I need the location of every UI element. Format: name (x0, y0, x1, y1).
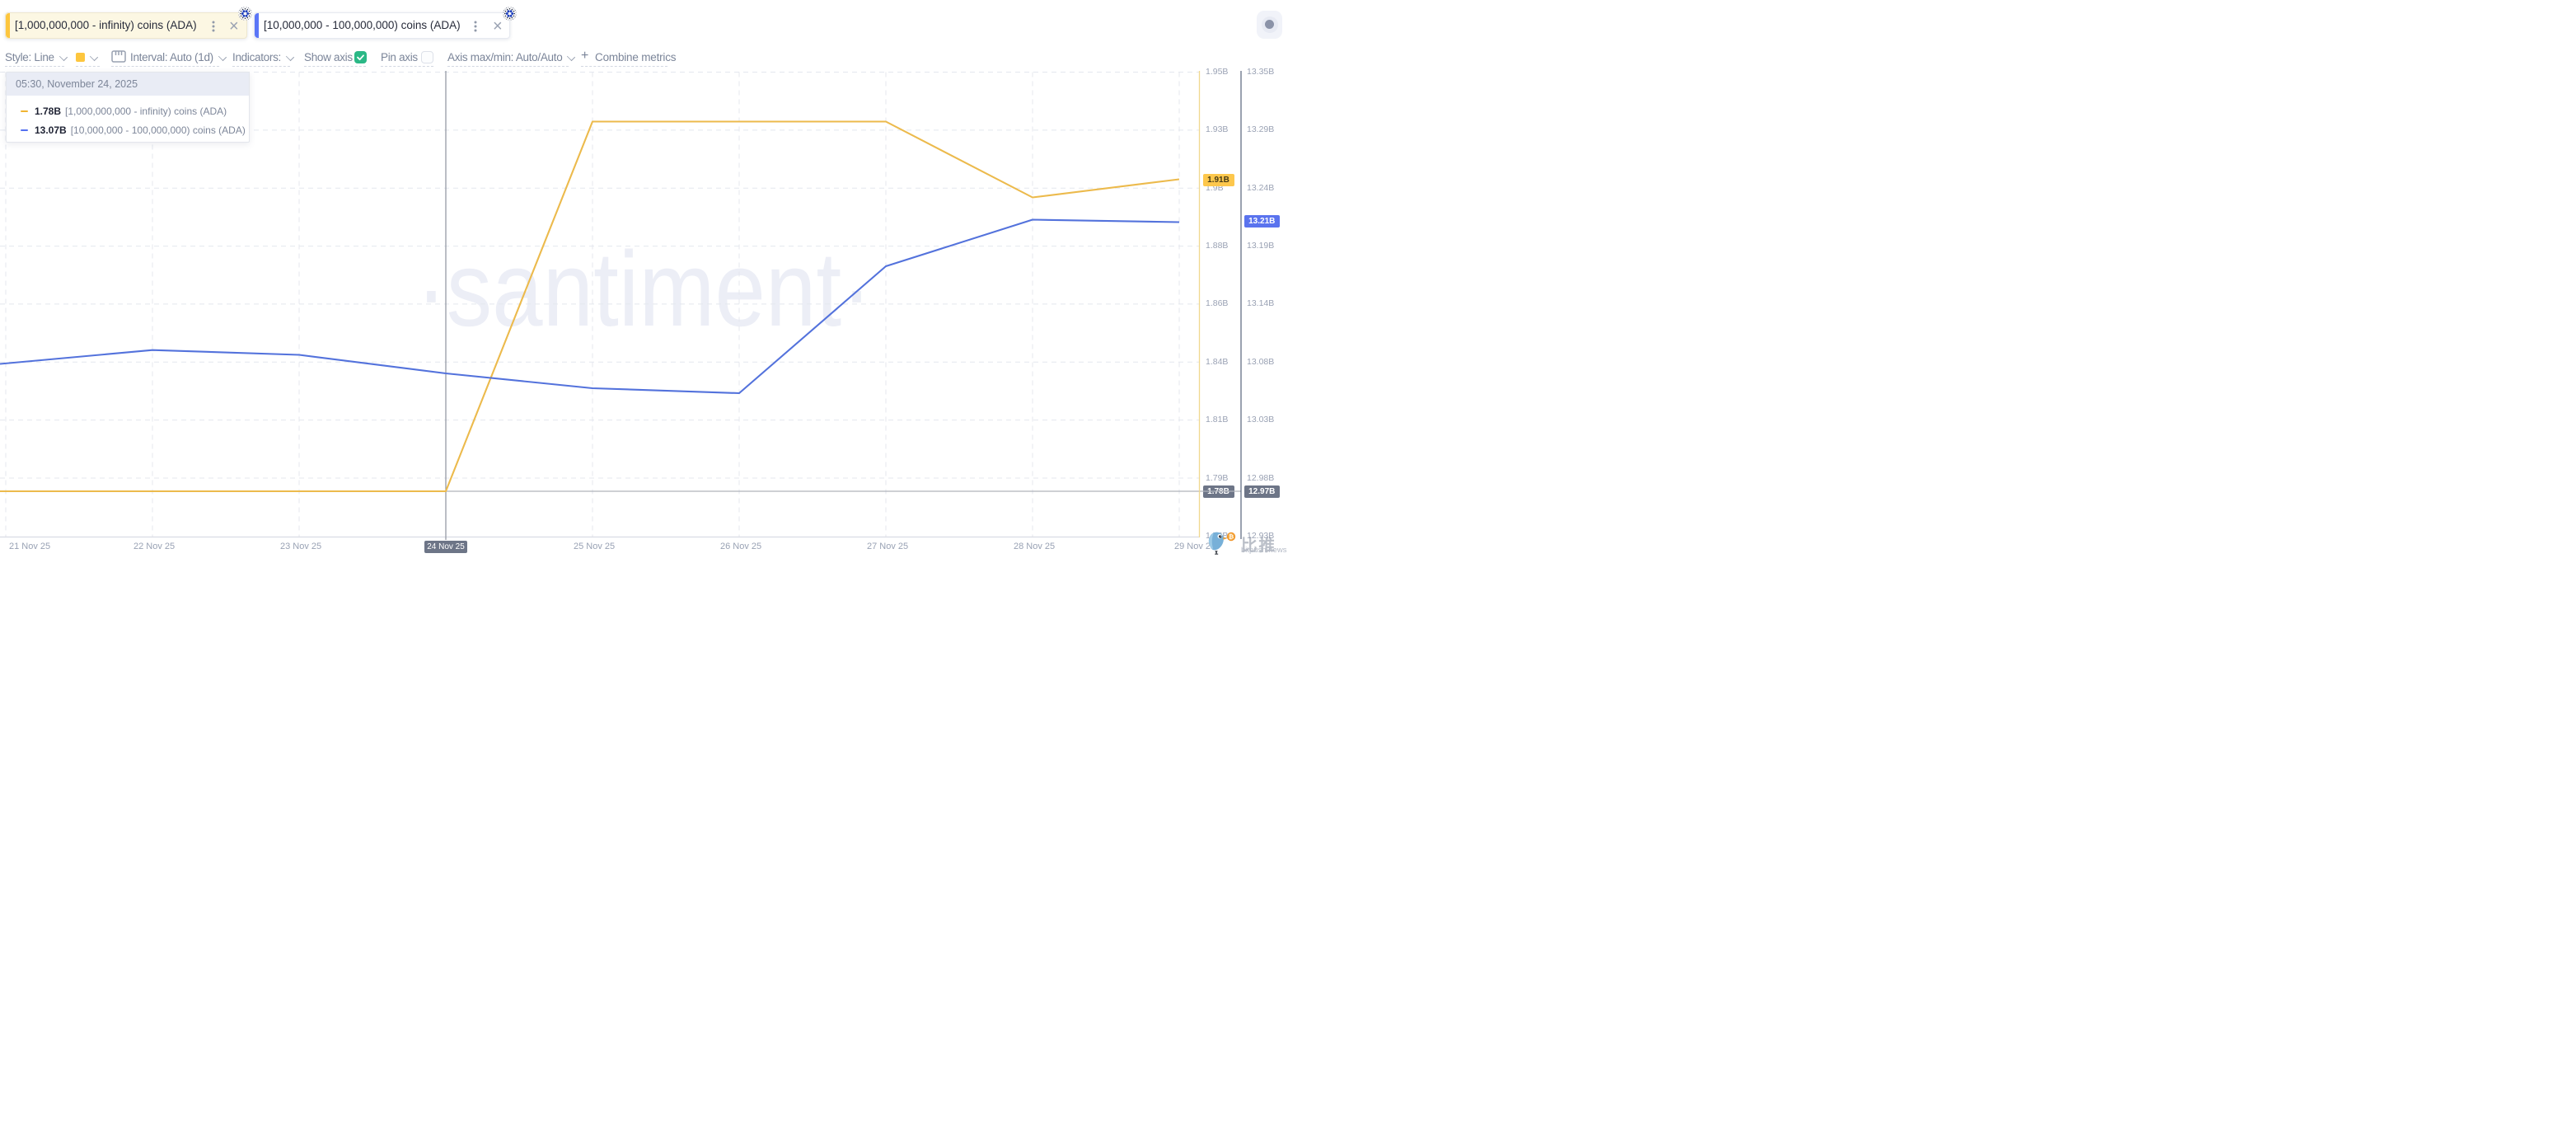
svg-text:₿: ₿ (1229, 533, 1234, 541)
